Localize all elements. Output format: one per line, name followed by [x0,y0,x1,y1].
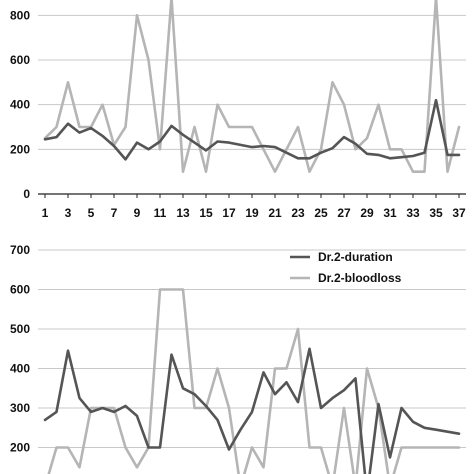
y-tick-label: 800 [10,8,30,22]
x-tick-label: 13 [176,206,190,220]
legend-label-bloodloss: Dr.2-bloodloss [318,271,402,285]
x-tick-label: 17 [222,206,236,220]
x-tick-label: 19 [245,206,259,220]
y-tick-label: 500 [10,322,30,336]
x-tick-label: 7 [111,206,118,220]
x-tick-label: 21 [268,206,282,220]
x-tick-label: 11 [154,206,167,220]
series-line-0 [43,347,461,474]
y-tick-label: 300 [10,401,30,415]
y-tick-label: 200 [10,441,30,455]
x-tick-label: 37 [452,206,466,220]
y-tick-label: 600 [10,283,30,297]
x-tick-label: 31 [383,206,397,220]
y-tick-label: 200 [10,142,30,156]
legend: Dr.2-duration Dr.2-bloodloss [290,250,402,285]
y-tick-label: 600 [10,53,30,67]
x-tick-label: 27 [337,206,351,220]
series-line-0 [43,98,461,161]
x-tick-label: 35 [429,206,443,220]
x-tick-label: 29 [360,206,374,220]
x-tick-label: 5 [88,206,95,220]
x-tick-label: 15 [199,206,213,220]
x-tick-label: 25 [314,206,328,220]
bottom-line-chart: 200 300 400 500 600 700 [10,243,466,474]
x-tick-label: 3 [65,206,72,220]
x-tick-label: 23 [291,206,305,220]
x-tick-label: 33 [406,206,420,220]
series-line-1 [47,288,461,474]
y-tick-label: 700 [10,243,30,257]
y-tick-label: 400 [10,98,30,112]
y-tick-label: 0 [23,187,30,201]
y-tick-label: 400 [10,362,30,376]
x-tick-label: 1 [42,206,49,220]
legend-label-duration: Dr.2-duration [318,250,393,264]
x-tick-label: 9 [134,206,141,220]
